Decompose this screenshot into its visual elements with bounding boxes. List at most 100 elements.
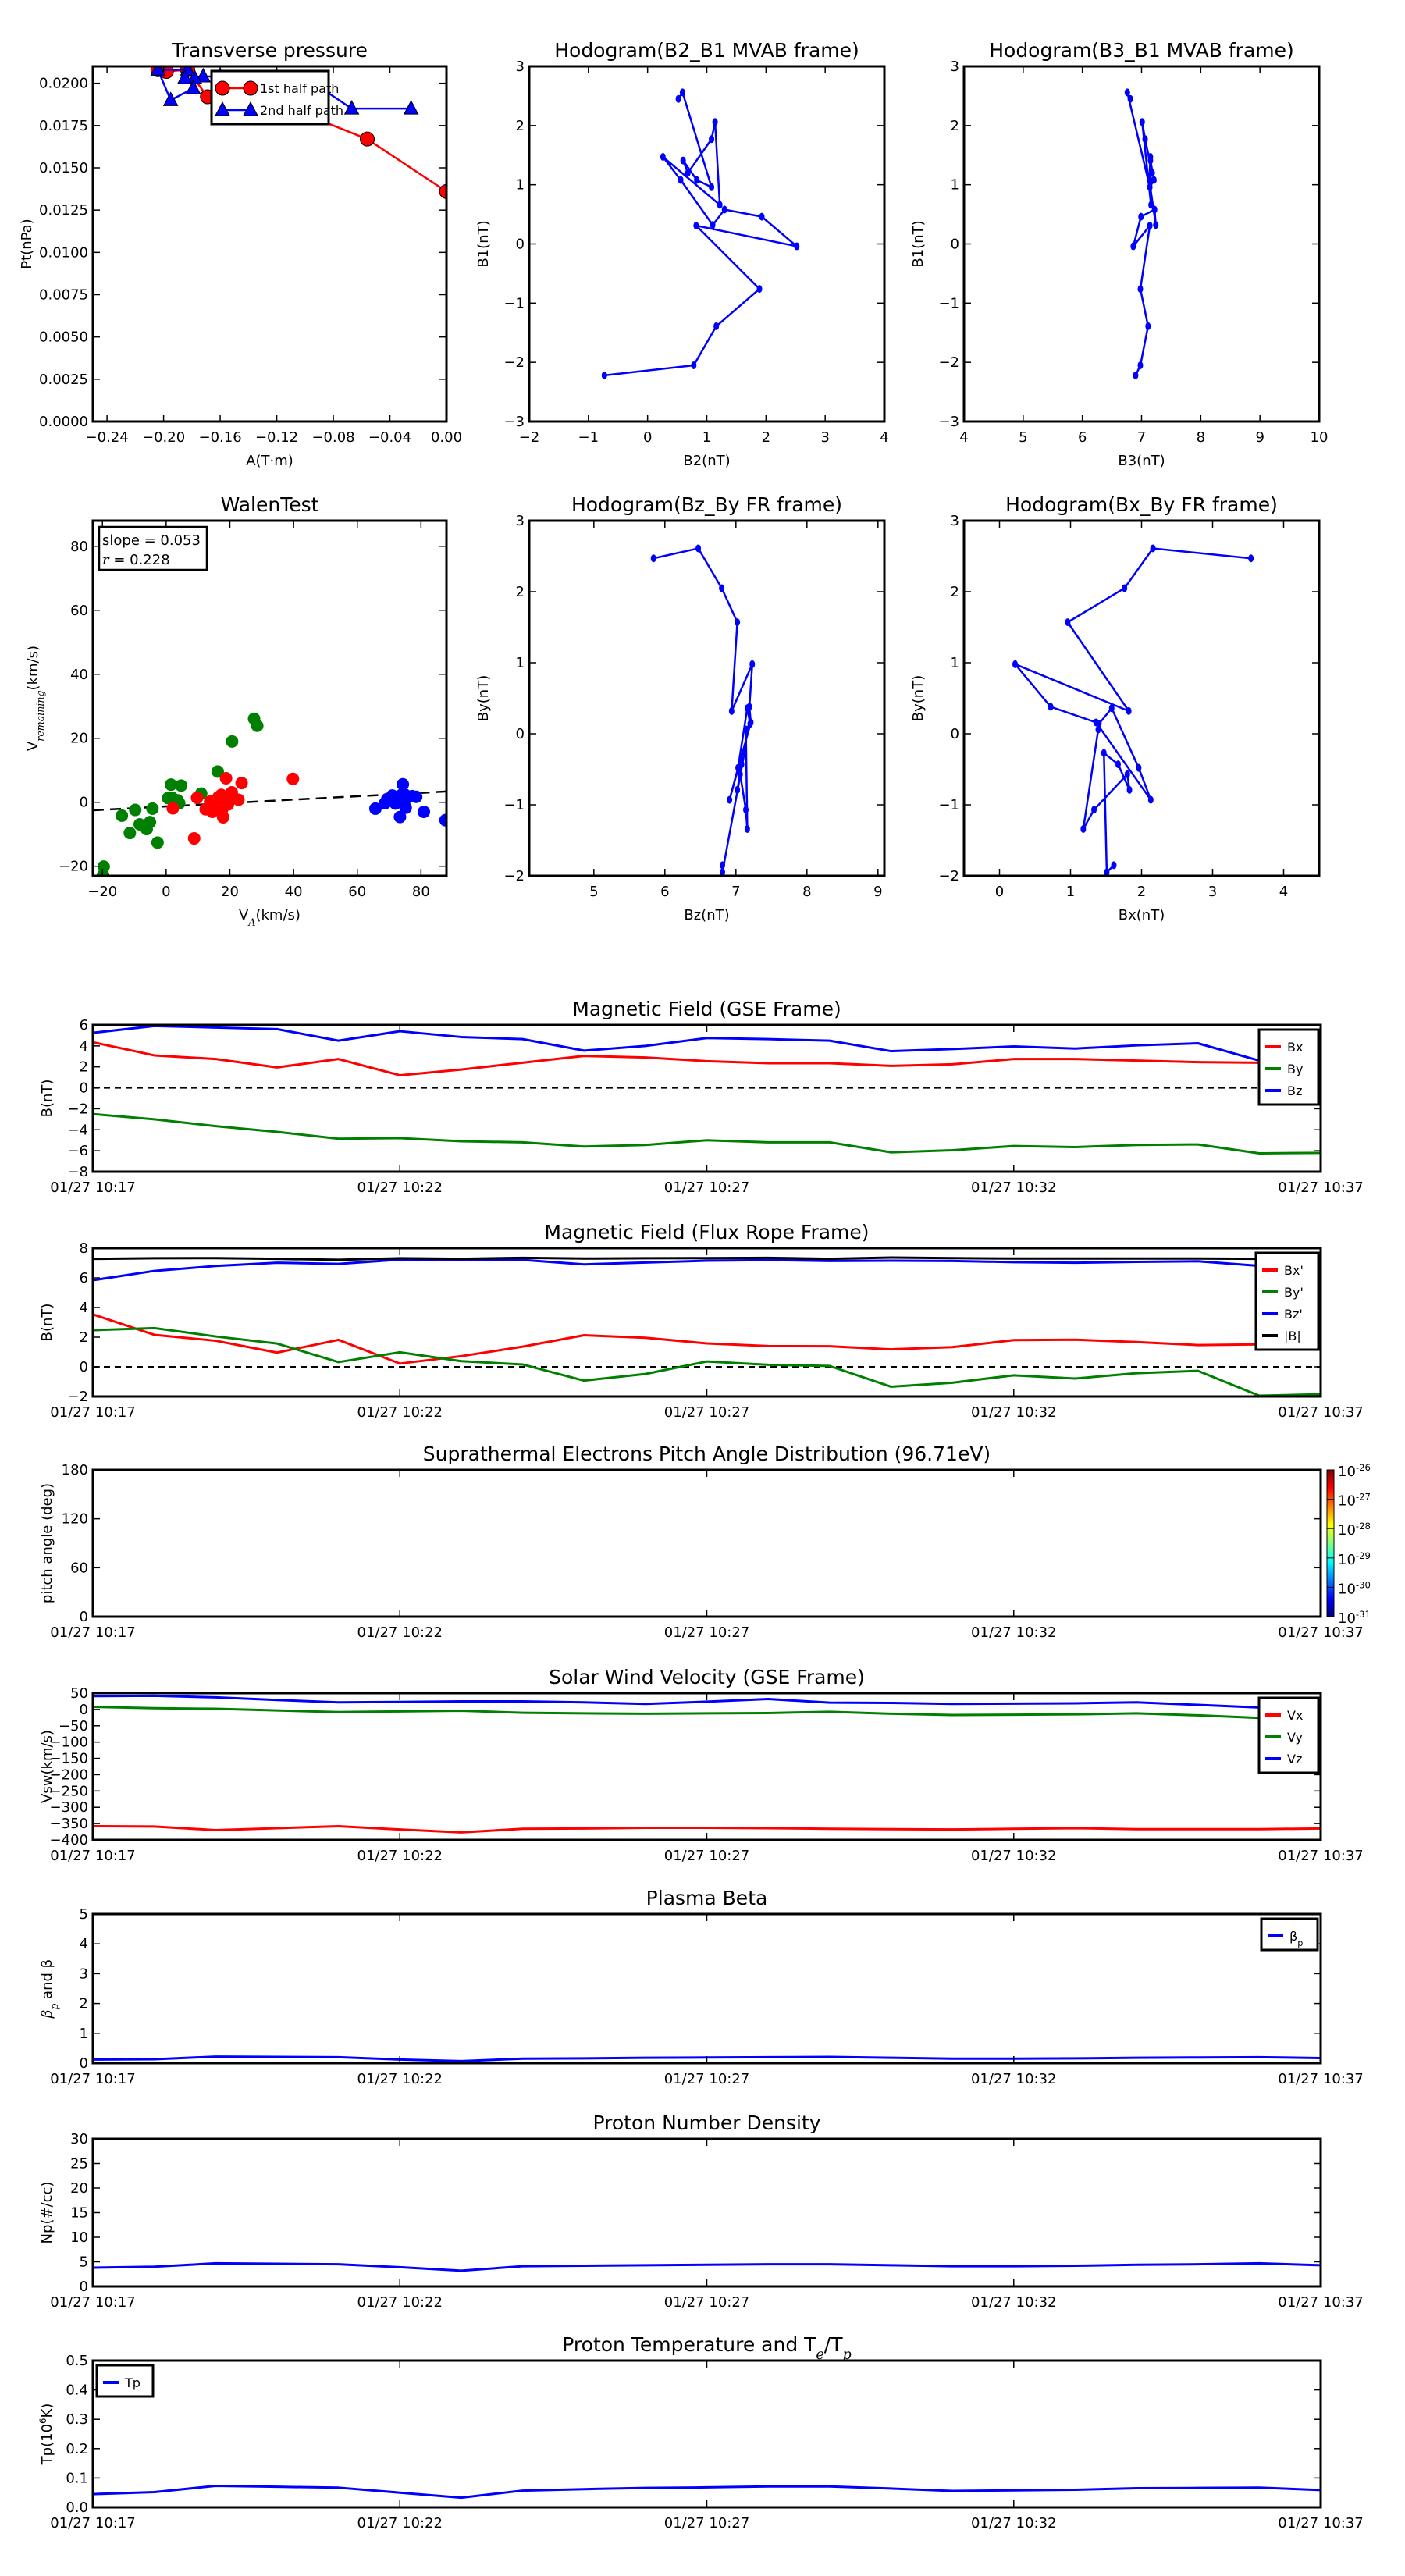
y-tick-label: −350: [50, 1816, 88, 1832]
y-tick-label: 2: [80, 1996, 88, 2012]
y-tick-label: 0.0075: [39, 287, 88, 304]
series-line: [93, 1258, 1321, 1282]
scatter-point: [146, 802, 159, 815]
chart-title: Proton Number Density: [593, 2112, 821, 2134]
text-segment: -27: [1356, 1492, 1371, 1503]
fit-annotation: slope = 0.053 r = 0.228: [98, 525, 208, 571]
triangle-marker: [195, 67, 212, 83]
point-marker: [717, 201, 723, 209]
legend-label: 2nd half path: [260, 103, 343, 118]
x-axis-label: Bz(nT): [684, 907, 729, 923]
series-line: [93, 2261, 1321, 2272]
legend-entry: Vy: [1265, 1730, 1303, 1745]
point-marker: [756, 285, 763, 294]
chart-title: Suprathermal Electrons Pitch Angle Distr…: [423, 1443, 991, 1465]
y-tick-label: 0.0100: [39, 244, 88, 261]
legend-label: Bz: [1287, 1083, 1302, 1098]
x-tick-label: 01/27 10:17: [50, 2515, 135, 2532]
point-marker: [1126, 706, 1132, 715]
y-tick-label: 20: [70, 2180, 88, 2197]
triangle-marker: [162, 91, 179, 106]
text-segment: -26: [1356, 1462, 1371, 1473]
point-marker: [1104, 868, 1110, 876]
pitch-angle-distribution-panel: Suprathermal Electrons Pitch Angle Distr…: [39, 1443, 1364, 1641]
y-tick-label: 0: [80, 2279, 88, 2295]
point-marker: [709, 135, 715, 144]
y-tick-label: 120: [62, 1511, 88, 1528]
point-marker: [1138, 212, 1144, 221]
point-marker: [1137, 285, 1144, 294]
y-tick-label: 0: [951, 726, 959, 742]
triangle-marker: [150, 66, 166, 76]
y-tick-label: 0.0025: [39, 372, 88, 388]
text-segment: p: [842, 2347, 851, 2363]
point-marker: [1122, 584, 1128, 592]
legend-entry: Vx: [1265, 1708, 1303, 1723]
text-segment: Bz: [1287, 1083, 1302, 1098]
y-tick-label: −3: [938, 414, 959, 430]
x-tick-label: 2: [762, 429, 770, 446]
y-tick-label: 0: [80, 1702, 88, 1718]
axes-frame: [528, 65, 886, 423]
point-marker: [743, 806, 749, 814]
text-segment: β: [39, 2010, 55, 2019]
y-tick-label: −4: [67, 1122, 88, 1138]
y-tick-label: −250: [50, 1783, 88, 1799]
y-tick-label: 25: [70, 2156, 88, 2172]
x-tick-label: 4: [959, 429, 968, 446]
axes-frame: [91, 65, 448, 423]
point-marker: [1147, 183, 1153, 191]
annotation-box: [98, 525, 208, 571]
y-tick-label: −1: [938, 797, 959, 813]
x-tick-label: 8: [1197, 429, 1205, 446]
axes-frame: [91, 1468, 1322, 1618]
x-tick-label: 01/27 10:22: [357, 2515, 443, 2532]
x-tick-label: −0.20: [142, 429, 185, 446]
x-tick-label: 10: [1311, 429, 1329, 446]
magnetic-field-gse-panel: Magnetic Field (GSE Frame) 01/27 10:17 01/…: [39, 998, 1364, 1196]
text-segment: Tp: [124, 2375, 140, 2390]
x-tick-label: 2: [1137, 884, 1146, 900]
scatter-point: [368, 802, 382, 815]
text-segment: 10: [1338, 1464, 1356, 1480]
x-tick-label: −1: [578, 429, 599, 446]
point-marker: [1091, 806, 1097, 814]
point-marker: [1148, 201, 1154, 209]
y-tick-label: 0.0000: [39, 414, 88, 430]
colorbar-gradient: [1326, 1469, 1335, 1617]
x-tick-label: 01/27 10:17: [50, 2071, 135, 2087]
legend-entry: By': [1262, 1285, 1304, 1300]
y-tick-label: 2: [516, 118, 525, 134]
slope-text: slope = 0.053: [102, 532, 201, 549]
plot-area: [1124, 88, 1159, 379]
y-tick-label: 3: [80, 1966, 88, 1982]
legend-label: Bx: [1287, 1040, 1303, 1055]
y-tick-label: 1: [516, 655, 525, 671]
colorbar-tick-label: 10-27: [1338, 1492, 1371, 1510]
text-segment: (km/s): [25, 646, 41, 690]
y-tick-label: 8: [80, 1240, 88, 1257]
y-tick-label: 3: [951, 513, 959, 529]
legend-label: Bz': [1284, 1307, 1303, 1322]
y-tick-label: −200: [50, 1767, 88, 1783]
y-axis-label: B1(nT): [910, 220, 927, 267]
plot-area: [601, 88, 800, 379]
point-marker: [710, 221, 716, 229]
point-marker: [794, 242, 800, 251]
x-tick-label: 0.00: [431, 429, 462, 446]
y-axis-label: Vsw(km/s): [39, 1730, 55, 1803]
point-marker: [1133, 371, 1139, 379]
y-tick-label: −100: [50, 1735, 88, 1751]
y-tick-label: 0: [80, 1359, 88, 1375]
text-segment: -31: [1356, 1609, 1371, 1620]
plasma-beta-panel: Plasma Beta 01/27 10:17 01/27 10:22 01/27 1…: [39, 1887, 1364, 2087]
scatter-point: [164, 778, 177, 792]
x-tick-label: 01/27 10:32: [971, 1624, 1056, 1641]
y-tick-label: 10: [70, 2229, 88, 2246]
point-marker: [1151, 205, 1158, 214]
y-axis-label: pitch angle (deg): [39, 1483, 55, 1603]
text-segment: |B|: [1284, 1329, 1301, 1343]
text-segment: Proton Temperature and T: [562, 2333, 816, 2356]
series-line: [93, 1025, 1321, 1062]
text-segment: 10: [1338, 1522, 1356, 1539]
